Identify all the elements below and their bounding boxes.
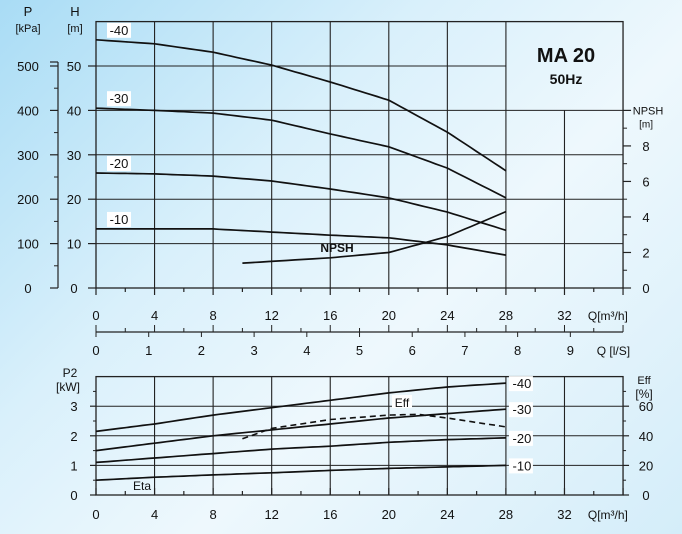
eff-tick-label: 0 — [642, 488, 649, 503]
q-tick-label: 20 — [382, 308, 396, 323]
p2-tick-label: 2 — [70, 429, 77, 444]
q2-ls-tick-label: 7 — [461, 343, 468, 358]
eff-tick-label: 60 — [639, 399, 653, 414]
npsh-tick-label: 8 — [642, 139, 649, 154]
frequency-label: 50Hz — [550, 71, 583, 87]
q-tick-label: 12 — [264, 308, 278, 323]
p-tick-label: 300 — [17, 148, 39, 163]
h-tick-label: 40 — [67, 103, 81, 118]
p2-tick-label: 3 — [70, 399, 77, 414]
head-curve-minus10 — [96, 228, 507, 256]
bottom-q-tick-label: 28 — [499, 507, 513, 522]
q2-ls-tick-label: 6 — [409, 343, 416, 358]
power-curve-minus30 — [95, 408, 506, 452]
q2-ls-tick-label: 2 — [198, 343, 205, 358]
p-tick-label: 400 — [17, 103, 39, 118]
h-tick-label: 50 — [67, 59, 81, 74]
npsh-axis-label: NPSH — [633, 105, 664, 117]
power-curve-minus20 — [95, 437, 506, 464]
eff-label-bg — [392, 395, 412, 408]
head-curve-label: -40 — [110, 23, 129, 38]
bottom-q-tick-label: 8 — [210, 507, 217, 522]
npsh-tick-label: 0 — [642, 281, 649, 296]
power-curve-label: -10 — [513, 458, 532, 473]
h-tick-label: 20 — [67, 192, 81, 207]
p-tick-label: 500 — [17, 59, 39, 74]
q-tick-label: 4 — [151, 308, 158, 323]
power-curve-minus10 — [95, 464, 506, 482]
bottom-q-axis-label: Q[m³/h] — [588, 508, 628, 522]
h-tick-label: 10 — [67, 237, 81, 252]
power-label-bg — [508, 430, 533, 446]
q2-ls-tick-label: 1 — [145, 343, 152, 358]
q-tick-label: 24 — [440, 308, 454, 323]
power-label-bg — [508, 402, 533, 418]
q2-ls-tick-label: 8 — [514, 343, 521, 358]
power-curve-minus40 — [95, 382, 506, 433]
head-curve-minus30 — [95, 107, 507, 199]
bottom-q-tick-label: 20 — [382, 507, 396, 522]
efficiency-curve — [242, 413, 507, 440]
eff-tick-label: 40 — [639, 429, 653, 444]
q2-axis-label: Q [l/S] — [597, 344, 630, 358]
q2-ls-tick-label: 0 — [92, 343, 99, 358]
npsh-tick-label: 4 — [642, 210, 649, 225]
q-tick-label: 8 — [210, 308, 217, 323]
q-tick-label: 28 — [499, 308, 513, 323]
npsh-tick-label: 2 — [642, 245, 649, 260]
q-tick-label: 32 — [557, 308, 571, 323]
bottom-q-tick-label: 24 — [440, 507, 454, 522]
bottom-q-tick-label: 0 — [92, 507, 99, 522]
npsh-curve — [242, 210, 507, 264]
h-axis-unit: [m] — [67, 23, 82, 35]
p2-tick-label: 1 — [70, 458, 77, 473]
h-tick-label: 0 — [70, 281, 77, 296]
curve-label-bg — [107, 211, 131, 227]
h-axis-label: H — [70, 4, 79, 19]
curve-label-bg — [107, 22, 131, 38]
power-curve-label: -40 — [513, 376, 532, 391]
curve-label-bg — [107, 91, 131, 107]
power-curve-label: -20 — [513, 431, 532, 446]
q2-ls-tick-label: 3 — [250, 343, 257, 358]
p-axis-unit: [kPa] — [15, 23, 40, 35]
h-tick-label: 30 — [67, 148, 81, 163]
q2-ls-tick-label: 9 — [567, 343, 574, 358]
npsh-axis-unit: [m] — [639, 119, 653, 130]
npsh-tick-label: 6 — [642, 174, 649, 189]
eff-tick-label: 20 — [639, 458, 653, 473]
q-tick-label: 0 — [92, 308, 99, 323]
p-tick-label: 0 — [24, 281, 31, 296]
head-curve-label: -10 — [110, 212, 129, 227]
eff-axis-unit: [%] — [635, 387, 652, 401]
bottom-q-tick-label: 12 — [264, 507, 278, 522]
q-tick-label: 16 — [323, 308, 337, 323]
power-curve-label: -30 — [513, 402, 532, 417]
bottom-q-tick-label: 16 — [323, 507, 337, 522]
head-curve-minus40 — [95, 38, 507, 172]
power-label-bg — [508, 376, 533, 392]
q2-ls-tick-label: 4 — [303, 343, 310, 358]
model-title: MA 20 — [537, 45, 595, 67]
npsh-curve-label: NPSH — [320, 241, 353, 255]
p2-axis-label: P2 — [63, 366, 78, 380]
p2-tick-label: 0 — [70, 488, 77, 503]
power-label-bg — [508, 458, 533, 474]
p2-axis-unit: [kW] — [56, 380, 80, 394]
p-tick-label: 100 — [17, 237, 39, 252]
eta-label: Eta — [133, 479, 151, 493]
bottom-q-tick-label: 32 — [557, 507, 571, 522]
q2-ls-tick-label: 5 — [356, 343, 363, 358]
p-axis-label: P — [24, 4, 33, 19]
head-curve-minus20 — [95, 172, 507, 232]
q-axis-label: Q[m³/h] — [588, 309, 628, 323]
curve-label-bg — [107, 156, 131, 172]
bottom-q-tick-label: 4 — [151, 507, 158, 522]
eff-axis-label: Eff — [637, 375, 651, 387]
p-tick-label: 200 — [17, 192, 39, 207]
head-curve-label: -20 — [110, 156, 129, 171]
efficiency-curve-label: Eff — [395, 396, 410, 410]
head-curve-label: -30 — [110, 91, 129, 106]
